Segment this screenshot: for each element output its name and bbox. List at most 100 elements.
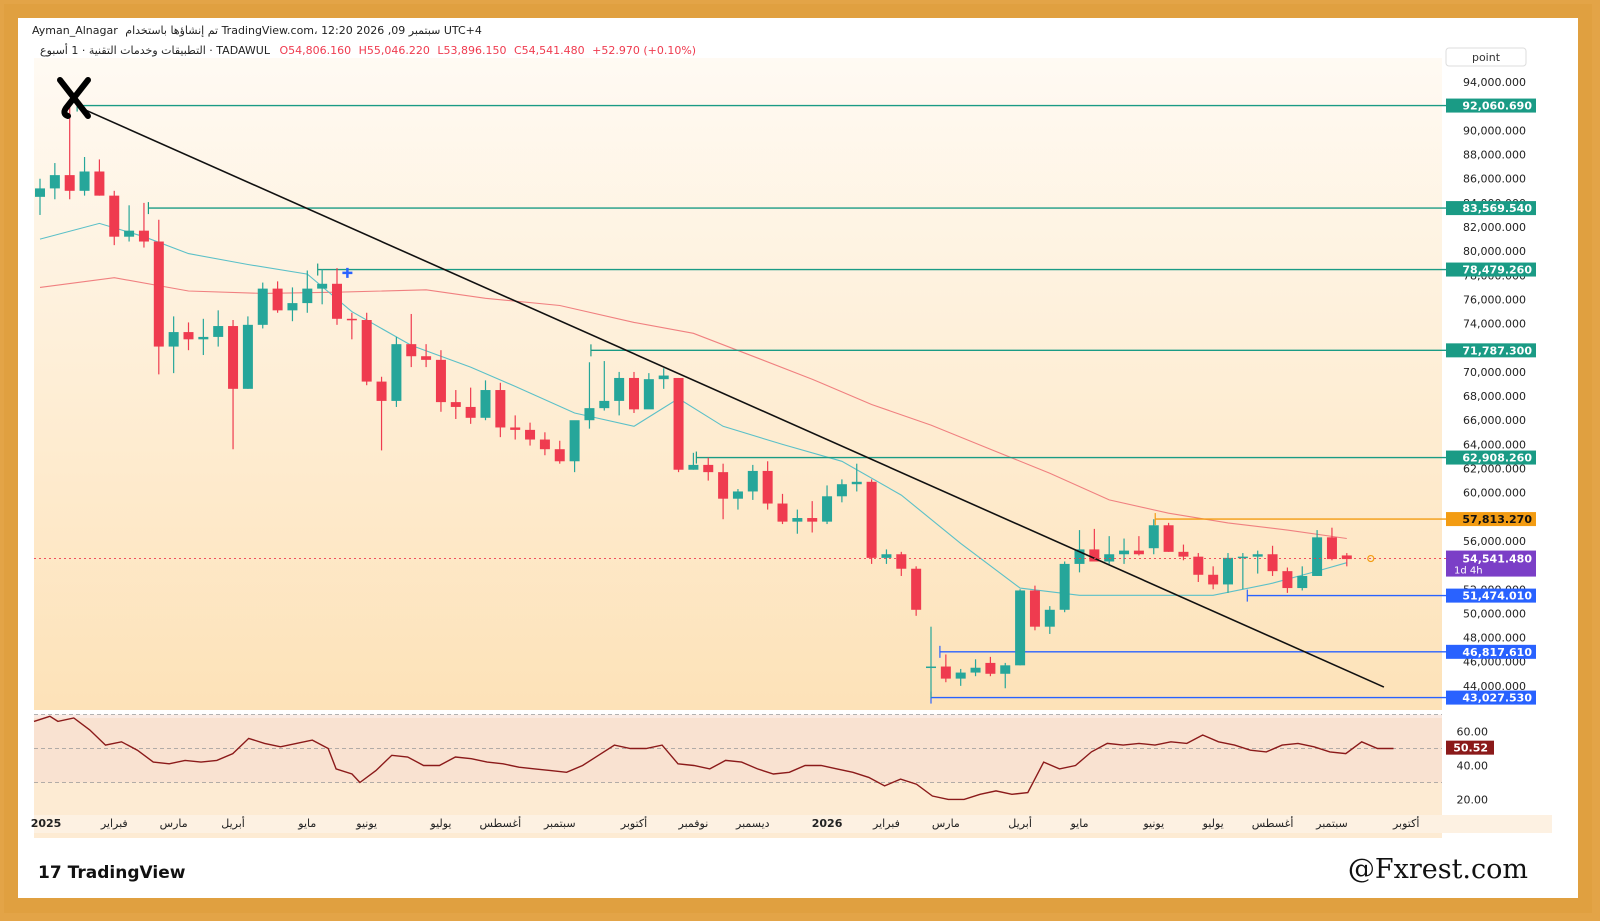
bear-candle xyxy=(361,320,372,382)
time-axis-tick: يونيو xyxy=(355,817,377,830)
ohlc-close: C54,541.480 xyxy=(513,44,585,57)
time-axis-tick: أغسطس xyxy=(480,816,522,830)
bear-candle xyxy=(1089,549,1100,562)
bear-candle xyxy=(332,283,342,319)
brand-name: TradingView xyxy=(67,863,186,883)
point-scale-button[interactable] xyxy=(1445,47,1527,67)
bar-countdown-label: 1d 4h xyxy=(1454,566,1483,577)
bull-candle xyxy=(1044,609,1055,627)
time-axis-tick: يوليو xyxy=(429,817,451,830)
price-panel-bg xyxy=(34,58,1442,710)
slow-moving-average-line xyxy=(39,277,1347,540)
bear-candle xyxy=(1208,574,1219,585)
bull-candle xyxy=(926,666,936,669)
bull-candle xyxy=(881,554,892,558)
level-tag-support xyxy=(1446,588,1536,603)
price-axis-tick: 94,000.000 xyxy=(1463,76,1526,89)
bull-candle xyxy=(198,336,209,340)
bear-candle xyxy=(272,288,283,311)
level-tag-label: 43,027.530 xyxy=(1462,692,1532,705)
bull-candle xyxy=(643,379,654,410)
bear-candle xyxy=(406,344,417,357)
time-axis-tick: 2026 xyxy=(812,817,843,830)
bear-candle xyxy=(1267,554,1278,572)
price-axis-tick: 64,000.000 xyxy=(1463,438,1526,451)
chart-canvas[interactable]: point94,000.00092,000.00090,000.00088,00… xyxy=(18,18,1578,898)
bull-candle xyxy=(614,377,625,401)
tradingview-brand: 17 TradingView xyxy=(38,863,185,883)
bull-candle xyxy=(1000,665,1011,674)
bear-candle xyxy=(718,472,729,499)
level-tag-label: 92,060.690 xyxy=(1462,100,1532,113)
bull-candle xyxy=(1148,525,1159,549)
time-axis-tick: نوفمبر xyxy=(678,817,709,830)
bear-candle xyxy=(703,464,714,473)
bull-candle xyxy=(747,470,758,492)
bear-candle xyxy=(376,381,387,401)
ohlc-high: H55,046.220 xyxy=(358,44,430,57)
bull-candle xyxy=(1059,563,1070,610)
level-tag-resistance xyxy=(1446,450,1536,465)
price-axis-tick: 90,000.000 xyxy=(1463,124,1526,137)
rsi-axis-tick: 20.00 xyxy=(1457,793,1489,806)
point-scale-label: point xyxy=(1472,51,1501,64)
bull-candle xyxy=(317,283,328,289)
bull-candle xyxy=(584,408,595,421)
bull-candle xyxy=(1252,554,1263,557)
bear-candle xyxy=(525,429,536,440)
time-axis-tick: أكتوبر xyxy=(1392,816,1419,830)
bull-candle xyxy=(955,672,966,679)
bull-candle xyxy=(1015,590,1026,666)
bull-candle xyxy=(1237,556,1248,559)
bull-candle xyxy=(302,288,313,304)
time-axis-tick: يوليو xyxy=(1202,817,1224,830)
price-axis-tick: 76,000.000 xyxy=(1463,293,1526,306)
time-axis-tick: يونيو xyxy=(1142,817,1164,830)
bear-candle xyxy=(64,175,75,191)
bear-candle xyxy=(762,470,773,504)
bull-candle xyxy=(658,375,669,380)
price-axis-tick: 68,000.000 xyxy=(1463,390,1526,403)
bear-candle xyxy=(183,332,194,340)
bear-candle xyxy=(510,427,521,430)
price-axis-tick: 50,000.000 xyxy=(1463,607,1526,620)
bull-candle xyxy=(851,481,862,485)
time-axis-tick: ديسمبر xyxy=(735,817,770,830)
bull-candle xyxy=(35,188,45,197)
published-note: تم إنشاؤها باستخدام TradingView.com، 12:… xyxy=(125,24,482,37)
bear-candle xyxy=(940,666,951,679)
bull-candle xyxy=(1104,554,1115,562)
bear-candle xyxy=(1133,550,1144,555)
time-axis-tick: فبراير xyxy=(872,817,900,830)
ohlc-open: O54,806.160 xyxy=(279,44,352,57)
symbol-name[interactable]: التطبيقات وخدمات التقنية · 1 أسبوع · TAD… xyxy=(40,44,270,57)
bear-candle xyxy=(673,377,684,470)
level-tag-resistance xyxy=(1446,262,1536,277)
bull-candle xyxy=(599,400,610,409)
chart-window: Ayman_Alnagar تم إنشاؤها باستخدام Tradin… xyxy=(18,18,1578,898)
bear-candle xyxy=(421,356,432,360)
down-trendline xyxy=(76,105,1385,688)
level-tag-support xyxy=(1446,644,1536,659)
time-axis-tick: مايو xyxy=(1070,817,1089,830)
bear-candle xyxy=(866,481,877,558)
bull-candle xyxy=(792,518,803,522)
bull-candle xyxy=(836,484,847,497)
level-tag-label: 46,817.610 xyxy=(1462,646,1532,659)
price-axis-tick: 80,000.000 xyxy=(1463,245,1526,258)
time-axis-tick: سبتمبر xyxy=(543,817,576,830)
bear-candle xyxy=(1029,590,1040,627)
level-tag-resistance xyxy=(1446,98,1536,113)
price-axis-tick: 44,000.000 xyxy=(1463,680,1526,693)
level-tag-label: 78,479.260 xyxy=(1462,264,1532,277)
bear-candle xyxy=(539,439,550,450)
bull-candle xyxy=(1074,549,1085,564)
bear-candle xyxy=(985,662,996,674)
bear-candle xyxy=(777,503,788,522)
bear-candle xyxy=(435,359,446,403)
time-axis-tick: 2025 xyxy=(31,817,62,830)
bear-candle xyxy=(1178,551,1189,557)
header-user: Ayman_Alnagar تم إنشاؤها باستخدام Tradin… xyxy=(32,24,482,37)
crosshair-marker-icon xyxy=(342,267,353,278)
bull-candle xyxy=(124,230,135,237)
